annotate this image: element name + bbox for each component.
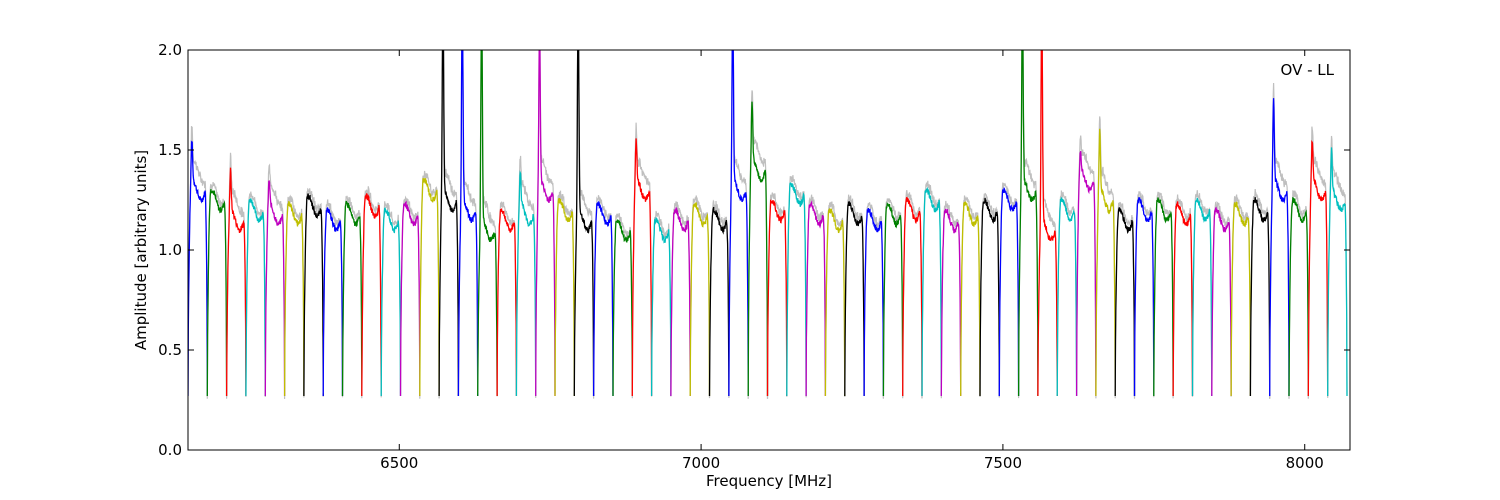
channel-line xyxy=(1133,197,1155,397)
raw-channel-line xyxy=(863,202,885,399)
channel-line xyxy=(708,206,730,397)
raw-channel-line xyxy=(361,186,382,396)
channel-line xyxy=(921,186,942,397)
x-tick-label: 7500 xyxy=(984,454,1022,472)
channel-line xyxy=(496,207,518,397)
y-tick-label: 1.5 xyxy=(158,141,182,159)
y-axis: 0.0 0.5 1.0 1.5 2.0 xyxy=(158,41,1350,459)
channel-line xyxy=(1095,128,1116,397)
channel-line xyxy=(457,50,479,397)
channel-line xyxy=(689,202,711,397)
channel-line xyxy=(341,200,363,397)
raw-channel-line xyxy=(1191,190,1213,397)
channel-line xyxy=(844,200,865,397)
channel-line xyxy=(882,202,904,397)
channel-line xyxy=(264,179,286,397)
channel-line xyxy=(960,201,981,397)
raw-channel-line xyxy=(264,163,286,400)
channel-line xyxy=(1249,197,1271,397)
channel-line xyxy=(515,170,537,397)
raw-channel-line xyxy=(940,200,962,399)
raw-channel-line xyxy=(1153,191,1174,399)
raw-channel-line xyxy=(650,210,672,397)
channel-line xyxy=(998,187,1020,397)
channel-line xyxy=(477,50,498,397)
channel-line xyxy=(1230,201,1252,397)
channel-line xyxy=(206,189,228,397)
channel-line xyxy=(1114,207,1136,397)
channel-line xyxy=(902,196,923,397)
channel-line xyxy=(1017,50,1039,397)
channel-line xyxy=(1172,201,1194,397)
raw-channel-line xyxy=(419,170,440,399)
channel-line xyxy=(1056,197,1078,397)
channel-line xyxy=(670,207,691,397)
channel-line xyxy=(592,200,614,397)
channel-line xyxy=(1153,197,1174,397)
channel-line xyxy=(766,199,788,397)
channel-line xyxy=(612,219,633,397)
channel-line xyxy=(747,101,769,397)
x-axis-label: Frequency [MHz] xyxy=(706,472,832,490)
channel-line xyxy=(805,200,827,397)
raw-channel-line xyxy=(689,195,711,399)
y-tick-label: 1.0 xyxy=(158,241,182,259)
channel-line xyxy=(361,193,382,397)
x-tick-label: 6500 xyxy=(380,454,418,472)
chart-annotation: OV - LL xyxy=(1281,61,1335,79)
series-layer xyxy=(188,50,1348,400)
channel-line xyxy=(1037,50,1058,397)
raw-channel-line xyxy=(979,192,1000,398)
y-axis-label: Amplitude [arbitrary units] xyxy=(132,150,150,350)
raw-channel-line xyxy=(612,213,633,396)
raw-channel-line xyxy=(592,195,614,395)
channel-line xyxy=(554,198,575,397)
raw-channel-line xyxy=(1249,188,1271,399)
channel-line xyxy=(245,198,266,397)
channel-line xyxy=(438,50,460,397)
channel-line xyxy=(940,208,962,397)
channel-line xyxy=(728,50,749,397)
channel-line xyxy=(380,207,402,397)
channel-line xyxy=(1269,98,1290,397)
x-axis: 6500 7000 7500 8000 xyxy=(380,50,1324,472)
channel-line xyxy=(1075,151,1097,397)
channel-line xyxy=(1288,197,1309,397)
channel-line xyxy=(283,200,305,397)
channel-line xyxy=(1211,206,1232,397)
channel-line xyxy=(786,182,807,397)
channel-line xyxy=(824,208,846,397)
y-tick-label: 0.5 xyxy=(158,341,182,359)
y-tick-label: 0.0 xyxy=(158,441,182,459)
raw-channel-line xyxy=(766,192,788,399)
channel-line xyxy=(863,207,885,397)
channel-line xyxy=(399,200,421,397)
channel-line xyxy=(1307,139,1329,397)
channel-line xyxy=(979,197,1000,397)
channel-line xyxy=(1191,197,1213,397)
x-tick-label: 8000 xyxy=(1286,454,1324,472)
raw-channel-line xyxy=(998,182,1020,399)
channel-line xyxy=(535,50,556,397)
channel-line xyxy=(650,217,672,397)
raw-channel-line xyxy=(1075,135,1097,396)
channel-line xyxy=(419,177,440,397)
channel-line xyxy=(573,50,595,397)
channel-line xyxy=(188,140,208,397)
channel-line xyxy=(303,193,324,397)
raw-channel-line xyxy=(805,194,827,398)
channel-line xyxy=(225,167,247,397)
channel-line xyxy=(322,207,344,397)
raw-channel-line xyxy=(322,199,344,396)
y-tick-label: 2.0 xyxy=(158,41,182,59)
raw-channel-line xyxy=(960,195,981,396)
channel-line xyxy=(631,138,653,397)
raw-channel-line xyxy=(1230,194,1252,397)
raw-channel-line xyxy=(882,197,904,399)
channel-line xyxy=(1327,147,1348,397)
x-tick-label: 7000 xyxy=(682,454,720,472)
